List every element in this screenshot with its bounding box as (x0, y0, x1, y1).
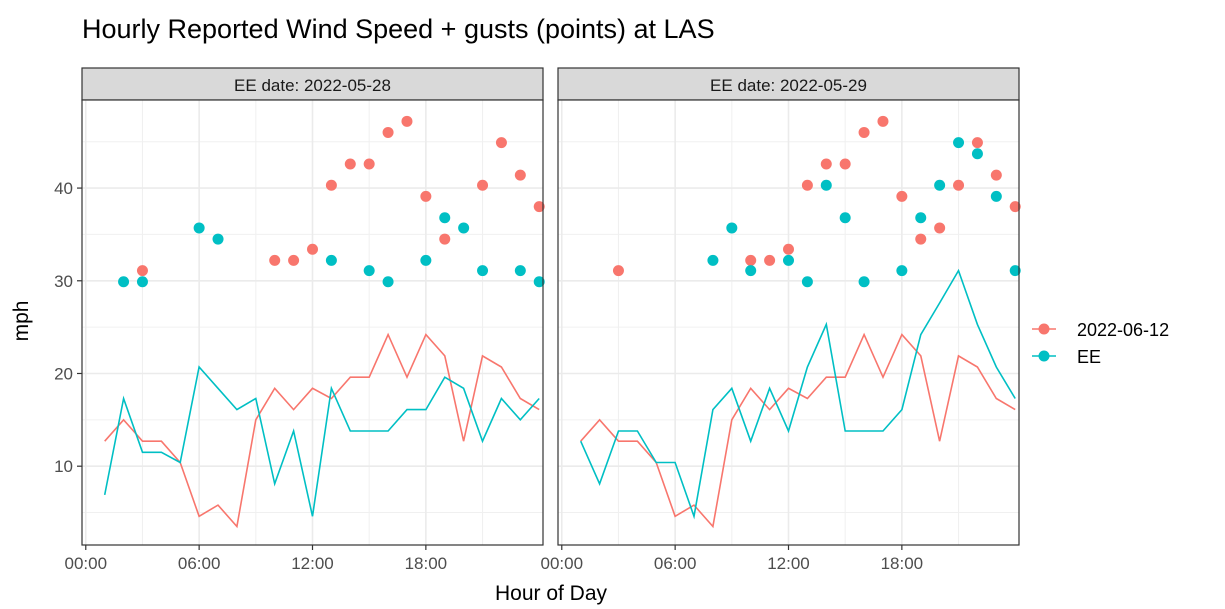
gust-point (136, 265, 148, 277)
gust-point (325, 179, 337, 191)
gust-point (269, 254, 281, 266)
gust-point (212, 233, 224, 245)
gust-point (820, 158, 832, 170)
gust-point (288, 254, 300, 266)
y-tick-label: 10 (54, 457, 73, 476)
gust-point (801, 276, 813, 288)
gust-point (344, 158, 356, 170)
gust-point (858, 126, 870, 138)
x-tick-label: 00:00 (65, 554, 108, 573)
gust-point (896, 190, 908, 202)
gust-point (325, 254, 337, 266)
gust-point (839, 158, 851, 170)
gust-point (477, 265, 489, 277)
facet-strip-label: EE date: 2022-05-29 (710, 76, 867, 95)
facet-strip (81, 67, 544, 101)
gust-point (764, 254, 776, 266)
legend: 2022-06-12 EE (1032, 320, 1169, 367)
gust-point (363, 158, 375, 170)
y-tick-label: 20 (54, 364, 73, 383)
series-line-2022-06-12 (580, 332, 1016, 529)
facet-strip-label: EE date: 2022-05-28 (234, 76, 391, 95)
gust-point (953, 137, 965, 149)
series-line-EE (579, 268, 1016, 520)
x-tick-label: 06:00 (178, 554, 221, 573)
y-tick-label: 40 (54, 179, 73, 198)
legend-label: EE (1077, 347, 1101, 367)
chart-title: Hourly Reported Wind Speed + gusts (poin… (82, 14, 715, 44)
facet-panel-2: EE date: 2022-05-29 00:00 06:00 12:00 18:00 (541, 67, 1021, 573)
gust-point (877, 115, 889, 127)
x-tick-label: 18:00 (405, 554, 448, 573)
y-tick-label: 30 (54, 272, 73, 291)
gust-point (915, 233, 927, 245)
gust-point (990, 190, 1002, 202)
gust-point (745, 265, 757, 277)
facet-panels: EE date: 2022-05-28 00:00 06:00 12:00 18:00 1… (54, 67, 1021, 573)
legend-key-point (1038, 350, 1050, 362)
gust-point (783, 254, 794, 266)
gust-point (382, 126, 394, 138)
gust-point (896, 265, 908, 277)
gust-point (514, 265, 526, 277)
gust-point (193, 222, 205, 234)
series-line-EE (103, 365, 540, 517)
gust-point (839, 212, 851, 224)
gust-point (533, 276, 545, 288)
gust-point (990, 169, 1002, 181)
gust-point (971, 137, 983, 149)
gust-point (1009, 265, 1021, 277)
gust-point (420, 254, 432, 266)
gust-point (971, 148, 983, 160)
series-line-2022-06-12 (104, 332, 540, 529)
gust-point (533, 201, 545, 213)
gust-point (401, 115, 413, 127)
gust-point (915, 212, 927, 224)
y-axis-label: mph (10, 301, 33, 342)
gust-point (1009, 201, 1021, 213)
x-axis-label: Hour of Day (495, 582, 608, 605)
gust-point (382, 276, 394, 288)
gust-point (801, 179, 813, 191)
x-tick-label: 00:00 (541, 554, 584, 573)
x-tick-label: 18:00 (881, 554, 924, 573)
gust-point (953, 179, 965, 191)
gust-point (934, 222, 946, 234)
x-tick-label: 12:00 (291, 554, 334, 573)
gust-point (439, 233, 451, 245)
gust-point (745, 254, 757, 266)
legend-key-point (1038, 323, 1050, 335)
gust-point (783, 243, 794, 255)
x-tick-label: 06:00 (654, 554, 697, 573)
x-tick-label: 12:00 (767, 554, 810, 573)
gust-point (858, 276, 870, 288)
legend-item: 2022-06-12 (1032, 320, 1169, 340)
gust-point (136, 276, 148, 288)
legend-item: EE (1032, 347, 1101, 367)
gust-point (363, 265, 375, 277)
gust-point (514, 169, 526, 181)
gust-point (307, 243, 318, 255)
gust-point (820, 179, 832, 191)
gust-point (612, 265, 624, 277)
gust-point (458, 222, 470, 234)
facet-strip (557, 67, 1020, 101)
gust-point (726, 222, 738, 234)
gust-point (420, 190, 432, 202)
gust-point (707, 254, 719, 266)
gust-point (495, 137, 507, 149)
gust-point (439, 212, 451, 224)
legend-label: 2022-06-12 (1077, 320, 1169, 340)
gust-point (118, 276, 130, 288)
facet-panel-1: EE date: 2022-05-28 00:00 06:00 12:00 18:00 1… (54, 67, 545, 573)
gust-point (477, 179, 489, 191)
gust-point (934, 179, 946, 191)
